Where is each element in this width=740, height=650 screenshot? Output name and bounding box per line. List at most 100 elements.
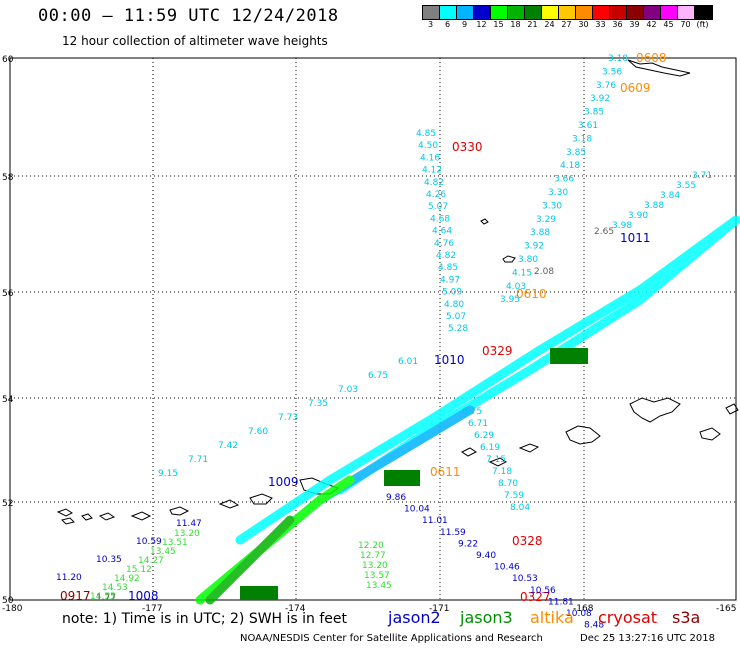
swh-value-label: 7.59 (504, 491, 524, 501)
scale-swatch (661, 6, 678, 19)
scale-label: 45 (663, 20, 674, 29)
swh-value-label: 3.90 (628, 211, 648, 221)
scale-label: 30 (578, 20, 589, 29)
swh-value-label: 7.42 (218, 441, 238, 451)
swh-value-label: 5.07 (446, 312, 466, 322)
swh-value-label: 4.85 (416, 129, 436, 139)
swh-value-label: 13.51 (162, 538, 188, 548)
scale-swatch (423, 6, 440, 19)
scale-label: 27 (561, 20, 572, 29)
footer-credit: NOAA/NESDIS Center for Satellite Applica… (240, 633, 543, 644)
coastline-andreanof (218, 493, 273, 509)
time-label-altika: 0609 (620, 81, 651, 95)
green-block-c (240, 586, 278, 600)
lon-label: -165 (716, 604, 736, 614)
swh-value-label: 4.26 (426, 190, 446, 200)
coastline-umnak (565, 425, 601, 445)
coastline-east-tip (699, 403, 739, 441)
time-label-jason2: 1009 (268, 475, 299, 489)
swh-value-label: 3.18 (608, 54, 628, 64)
color-scale-bar (422, 5, 713, 20)
legend-note: note: 1) Time is in UTC; 2) SWH is in fe… (62, 611, 348, 627)
swh-value-label: 13.57 (364, 571, 390, 581)
lat-label: 54 (2, 395, 14, 405)
scale-label: 39 (629, 20, 640, 29)
swath-tracks (195, 215, 740, 605)
swh-value-label: 13.45 (366, 581, 392, 591)
lon-label: -174 (285, 604, 306, 614)
time-label-cryosat: 0328 (512, 534, 543, 548)
swh-value-label: 13.20 (174, 529, 200, 539)
swh-value-label: 3.30 (542, 201, 562, 211)
scale-label: 3 (427, 20, 434, 29)
swh-value-label: 3.66 (554, 175, 574, 185)
swh-value-label: 11.47 (176, 519, 202, 529)
swh-value-label: 13.20 (362, 561, 388, 571)
scale-swatch (508, 6, 525, 19)
swh-value-label: 7.73 (278, 413, 298, 423)
scale-label: (ft) (696, 20, 709, 29)
swh-value-label: 9.15 (158, 469, 178, 479)
swh-value-label: 3.29 (536, 215, 556, 225)
swh-value-label: 3.61 (578, 121, 598, 131)
swh-value-label: 7.60 (248, 427, 268, 437)
swh-value-label: 11.81 (548, 597, 574, 607)
swh-value-label: 7.35 (308, 399, 328, 409)
swh-value-label: 3.92 (524, 242, 544, 252)
swh-value-label: 10.46 (494, 563, 520, 573)
swh-value-label: 6.75 (462, 407, 482, 417)
swh-value-label: 12.77 (360, 551, 386, 561)
swh-value-label: 3.76 (596, 81, 616, 91)
time-label-jason2: 1008 (128, 589, 159, 603)
swh-value-label: 3.71 (692, 171, 712, 181)
coastline-st-matthew (627, 59, 691, 77)
scale-label: 15 (493, 20, 504, 29)
swh-value-label: 14.27 (138, 556, 164, 566)
swh-value-label: 3.85 (566, 148, 586, 158)
swh-value-label: 9.40 (476, 551, 496, 561)
swh-value-label: 4.82 (424, 178, 444, 188)
swh-value-label: 4.18 (560, 161, 580, 171)
swath-track-second-cyan (235, 215, 740, 545)
lat-label: 58 (2, 173, 14, 183)
time-label-s3a: 0917 (60, 589, 91, 603)
swh-value-label: 8.70 (498, 479, 518, 489)
swh-value-label: 10.35 (96, 555, 122, 565)
time-label-jason2: 1010 (434, 353, 465, 367)
scale-label: 33 (595, 20, 606, 29)
scale-swatch (610, 6, 627, 19)
scale-label: 36 (612, 20, 623, 29)
swh-value-label: 13.45 (150, 547, 176, 557)
swh-value-label: 2.65 (594, 227, 614, 237)
swh-value-label: 8.04 (510, 503, 530, 513)
swh-value-label: 5.07 (428, 202, 448, 212)
swh-value-label: 7.03 (338, 385, 358, 395)
time-label-jason2: 1011 (620, 231, 651, 245)
lon-label: -168 (573, 604, 594, 614)
scale-swatch (627, 6, 644, 19)
scale-label: 6 (444, 20, 451, 29)
scale-swatch (457, 6, 474, 19)
legend-jason3: jason3 (460, 608, 513, 627)
lon-label: -171 (429, 604, 449, 614)
scale-swatch (559, 6, 576, 19)
swh-value-label: 10.08 (566, 609, 592, 619)
legend-s3a: s3a (672, 608, 701, 627)
swh-value-label: 3.98 (612, 221, 632, 231)
swh-value-label: 7.71 (188, 455, 208, 465)
swh-value-label: 4.80 (444, 300, 464, 310)
legend-altika: altika (530, 608, 574, 627)
swh-value-label: 4.76 (434, 239, 454, 249)
swh-value-label: 4.16 (420, 153, 440, 163)
swh-value-label: 4.68 (430, 214, 450, 224)
coastline-islands-mid (461, 443, 540, 467)
coastline-st-paul (502, 255, 516, 263)
swh-value-label: 3.88 (530, 228, 550, 238)
swh-value-label: 3.30 (548, 188, 568, 198)
scale-swatch (491, 6, 508, 19)
swh-value-label: 10.56 (530, 586, 556, 596)
swh-value-label: 3.84 (660, 191, 680, 201)
swh-value-label: 4.97 (440, 275, 460, 285)
scale-swatch (644, 6, 661, 19)
